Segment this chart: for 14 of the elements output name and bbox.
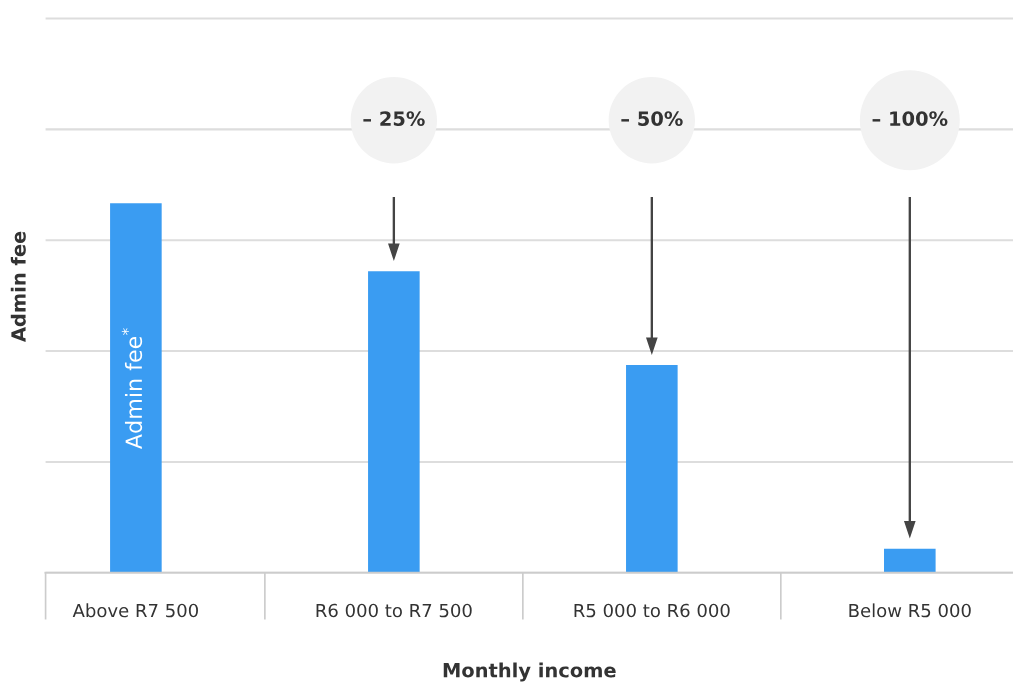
x-tick-label: R5 000 to R6 000 xyxy=(574,603,730,618)
text: – 25% xyxy=(363,111,425,126)
bar xyxy=(626,365,678,573)
x-tick-label: R6 000 to R7 500 xyxy=(316,603,472,618)
bar xyxy=(110,203,162,573)
text: – 100% xyxy=(872,111,948,126)
bar xyxy=(884,548,936,573)
y-axis-title: Admin fee xyxy=(10,231,26,342)
x-tick-label: Above R7 500 xyxy=(72,603,198,618)
annotation: Admin fee$^{*}$ xyxy=(121,328,143,449)
x-axis-title: Monthly income xyxy=(443,662,616,682)
x-tick-label: Below R5 000 xyxy=(849,603,971,618)
text: – 50% xyxy=(621,111,683,126)
bar xyxy=(368,271,420,573)
